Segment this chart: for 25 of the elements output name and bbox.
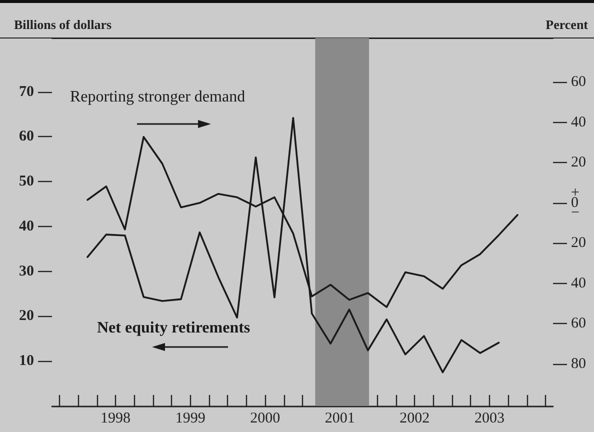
x-tick-label: 2002 [400, 410, 430, 426]
y2-tick-label: 80 [571, 356, 586, 372]
y-tick-label: 40 [19, 218, 34, 234]
y2-tick-label: 40 [571, 275, 586, 292]
y2-tick-label: 20 [571, 235, 586, 252]
x-tick-label: 2000 [250, 410, 280, 426]
y-tick-label: 30 [19, 263, 34, 280]
y2-tick-label: 20 [571, 154, 586, 171]
annotation: Net equity retirements [97, 320, 250, 336]
y-tick-label: 70 [19, 84, 34, 100]
y-tick-label: 20 [19, 308, 34, 324]
y-axis-title: Billions of dollars [14, 17, 112, 32]
y2-tick-label: 60 [571, 74, 586, 90]
x-tick-label: 1999 [175, 410, 206, 426]
y-tick-label: 50 [19, 174, 34, 190]
annotation: Reporting stronger demand [70, 88, 246, 106]
y2-tick-label: + 0 − [571, 184, 580, 221]
y-tick-label: 60 [19, 128, 34, 145]
y2-tick-label: 60 [571, 316, 586, 332]
y2-tick-label: 40 [571, 114, 586, 130]
y2-axis-title: Percent [546, 17, 589, 32]
x-tick-label: 2001 [324, 410, 355, 426]
x-tick-label: 2003 [474, 410, 504, 426]
y-tick-label: 10 [19, 353, 34, 370]
x-tick-label: 1998 [100, 410, 131, 426]
